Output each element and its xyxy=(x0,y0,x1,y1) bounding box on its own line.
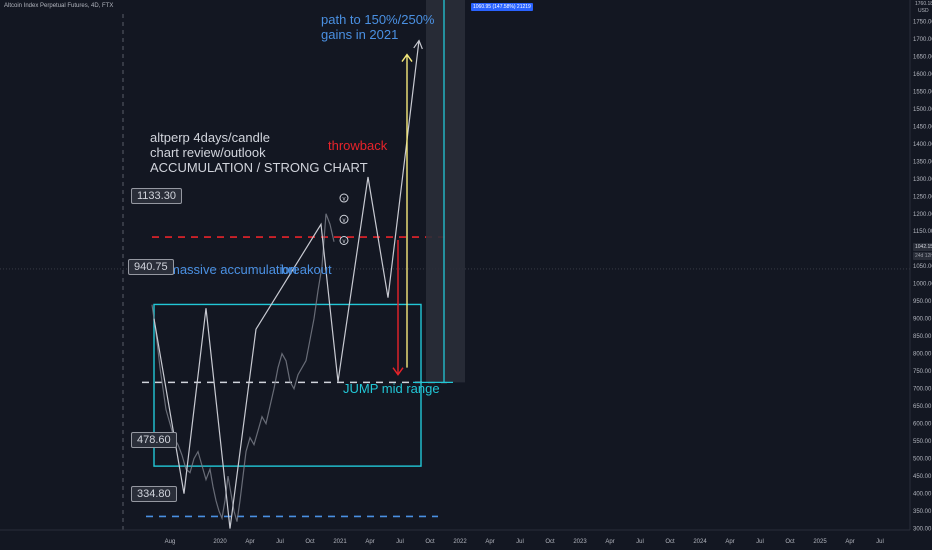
time-tick-label: Oct xyxy=(425,539,435,545)
time-tick-label: Oct xyxy=(305,539,315,545)
measure-range-fill xyxy=(426,0,465,383)
time-tick-label: 2025 xyxy=(813,539,827,545)
time-tick-label: Oct xyxy=(665,539,675,545)
projection-path[interactable] xyxy=(153,39,423,529)
massive-accumulation-label[interactable]: massive accumulation xyxy=(169,262,297,277)
price-tick-label: 1550.00 xyxy=(913,89,932,95)
axis-top-label: 1760.18 xyxy=(915,1,932,7)
time-tick-label: 2021 xyxy=(333,539,347,545)
time-tick-label: Apr xyxy=(245,539,254,545)
price-tick-label: 1500.00 xyxy=(913,107,932,113)
time-tick-label: Apr xyxy=(365,539,374,545)
price-tick-label: 1650.00 xyxy=(913,54,932,60)
price-axis[interactable]: 300.00 350.00 400.00 450.00 500.00 550.00 600.… xyxy=(909,0,932,533)
price-tick-label: 700.00 xyxy=(913,387,932,393)
time-tick-label: Jul xyxy=(756,539,764,545)
time-tick-label: Jul xyxy=(876,539,884,545)
jump-mid-range-label[interactable]: JUMP mid range xyxy=(343,381,440,396)
price-tag-940[interactable]: 940.75 xyxy=(128,259,174,275)
time-tick-label: Jul xyxy=(636,539,644,545)
price-tick-label: 1300.00 xyxy=(913,177,932,183)
target-up-head xyxy=(401,53,413,62)
time-tick-label: 2024 xyxy=(693,539,707,545)
time-tick-label: Jul xyxy=(276,539,284,545)
throwback-marker-glyph: v xyxy=(343,197,346,203)
price-tick-label: 850.00 xyxy=(913,334,932,340)
review-line-2: chart review/outlook xyxy=(150,145,266,160)
price-tick-label: 1200.00 xyxy=(913,212,932,218)
path-line-2: gains in 2021 xyxy=(321,27,399,42)
price-tick-label: 1250.00 xyxy=(913,194,932,200)
time-tick-label: Aug xyxy=(165,539,176,545)
throwback-marker xyxy=(339,235,349,245)
horizontal-levels[interactable] xyxy=(142,236,447,518)
time-tick-label: 2020 xyxy=(213,539,227,545)
chart-title: Altcoin Index Perpetual Futures, 4D, FTX xyxy=(4,3,114,9)
price-tick-label: 900.00 xyxy=(913,317,932,323)
measure-label: 1060.95 (147.58%) 21219 xyxy=(471,3,533,11)
price-tick-label: 1750.00 xyxy=(913,19,932,25)
accumulation-box-outline xyxy=(153,303,422,467)
price-tick-label: 350.00 xyxy=(913,509,932,515)
measure-bar[interactable] xyxy=(413,0,465,384)
path-line-1: path to 150%/250% xyxy=(321,12,435,27)
price-tick-label: 1600.00 xyxy=(913,72,932,78)
price-tick-label: 1350.00 xyxy=(913,159,932,165)
current-price-badge: 1042.15 xyxy=(913,243,932,251)
throwback-markers: v v v xyxy=(339,193,349,245)
countdown-badge: 24d 12h xyxy=(913,252,932,260)
price-tick-label: 450.00 xyxy=(913,474,932,480)
price-tag-334[interactable]: 334.80 xyxy=(131,486,177,502)
price-tick-label: 550.00 xyxy=(913,439,932,445)
target-down-head xyxy=(392,367,404,376)
review-annotation[interactable]: altperp 4days/candle chart review/outloo… xyxy=(150,130,368,175)
price-tick-label: 800.00 xyxy=(913,352,932,358)
price-tick-label: 1050.00 xyxy=(913,264,932,270)
price-tick-label: 950.00 xyxy=(913,299,932,305)
throwback-marker-glyph: v xyxy=(343,239,346,245)
path-annotation[interactable]: path to 150%/250% gains in 2021 xyxy=(321,12,434,42)
price-history-series xyxy=(151,213,335,522)
accumulation-range-box[interactable] xyxy=(153,303,422,467)
price-tick-label: 500.00 xyxy=(913,457,932,463)
price-tag-478[interactable]: 478.60 xyxy=(131,432,177,448)
price-tick-label: 1400.00 xyxy=(913,142,932,148)
time-tick-label: Apr xyxy=(725,539,734,545)
price-tick-label: 1700.00 xyxy=(913,37,932,43)
axis-currency-label: USD xyxy=(918,8,929,14)
price-history-line xyxy=(151,213,335,522)
projection-arrowhead xyxy=(413,39,423,50)
review-line-3: ACCUMULATION / STRONG CHART xyxy=(150,160,368,175)
price-tag-1133[interactable]: 1133.30 xyxy=(131,188,182,204)
time-tick-label: 2022 xyxy=(453,539,467,545)
throwback-marker-glyph: v xyxy=(343,218,346,224)
time-tick-label: 2023 xyxy=(573,539,587,545)
time-tick-label: Oct xyxy=(785,539,795,545)
projection-polyline xyxy=(153,40,420,529)
throwback-label[interactable]: throwback xyxy=(328,138,388,153)
review-line-1: altperp 4days/candle xyxy=(150,130,270,145)
price-tick-label: 600.00 xyxy=(913,422,932,428)
time-axis[interactable]: Aug 2020 Apr Jul Oct 2021 Apr Jul Oct 2022 Apr Jul O… xyxy=(0,529,910,545)
price-tick-label: 650.00 xyxy=(913,404,932,410)
price-tick-label: 1150.00 xyxy=(913,229,932,235)
price-tick-label: 300.00 xyxy=(913,527,932,533)
throwback-marker xyxy=(339,214,349,224)
price-tick-label: 1450.00 xyxy=(913,124,932,130)
measure-arrows[interactable] xyxy=(392,53,413,376)
time-tick-label: Oct xyxy=(545,539,555,545)
time-tick-label: Apr xyxy=(605,539,614,545)
price-tick-label: 750.00 xyxy=(913,369,932,375)
time-tick-label: Apr xyxy=(485,539,494,545)
breakout-label[interactable]: breakout xyxy=(281,262,332,277)
price-tick-label: 400.00 xyxy=(913,492,932,498)
time-tick-label: Apr xyxy=(845,539,854,545)
time-tick-label: Jul xyxy=(516,539,524,545)
price-tick-label: 1000.00 xyxy=(913,282,932,288)
time-tick-label: Jul xyxy=(396,539,404,545)
throwback-marker xyxy=(339,193,349,203)
